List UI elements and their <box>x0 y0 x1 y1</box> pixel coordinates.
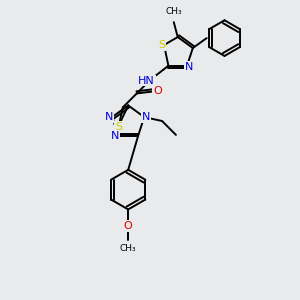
Text: S: S <box>158 40 166 50</box>
Text: HN: HN <box>138 76 155 85</box>
Text: S: S <box>115 122 122 132</box>
Text: N: N <box>185 62 193 72</box>
Text: O: O <box>153 86 162 97</box>
Text: N: N <box>105 112 113 122</box>
Text: O: O <box>124 221 133 231</box>
Text: N: N <box>111 131 119 141</box>
Text: CH₃: CH₃ <box>120 244 136 253</box>
Text: N: N <box>142 112 150 122</box>
Text: CH₃: CH₃ <box>166 7 182 16</box>
